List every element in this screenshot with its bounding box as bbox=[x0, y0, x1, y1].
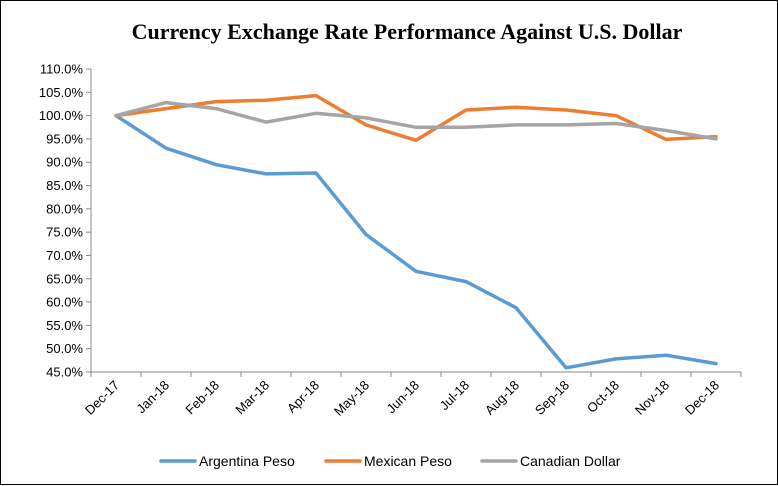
y-tick-label: 45.0% bbox=[46, 365, 83, 380]
series-line-canadian-dollar bbox=[114, 100, 718, 141]
y-tick-label: 100.0% bbox=[39, 108, 84, 123]
y-tick-label: 85.0% bbox=[46, 178, 83, 193]
series-line-mexican-peso bbox=[114, 93, 718, 143]
y-tick-label: 110.0% bbox=[40, 62, 84, 77]
x-tick-label: May-18 bbox=[331, 378, 372, 419]
x-tick-label: Aug-18 bbox=[482, 378, 522, 418]
x-tick-label: Nov-18 bbox=[632, 378, 672, 418]
y-tick-label: 65.0% bbox=[46, 271, 83, 286]
y-tick-label: 50.0% bbox=[46, 341, 83, 356]
y-tick-label: 90.0% bbox=[46, 155, 83, 170]
series-line-argentina-peso bbox=[114, 113, 718, 370]
x-tick-label: Jul-18 bbox=[436, 378, 472, 414]
y-tick-label: 55.0% bbox=[46, 318, 83, 333]
y-tick-label: 80.0% bbox=[46, 201, 83, 216]
x-tick-label: Apr-18 bbox=[284, 378, 322, 416]
legend-label-canadian-dollar: Canadian Dollar bbox=[520, 453, 621, 469]
x-tick-label: Dec-17 bbox=[82, 378, 122, 418]
y-tick-label: 95.0% bbox=[46, 131, 83, 146]
chart-title: Currency Exchange Rate Performance Again… bbox=[132, 19, 683, 44]
x-tick-label: Mar-18 bbox=[232, 378, 272, 418]
x-tick-label: Jun-18 bbox=[383, 378, 422, 417]
legend: Argentina Peso Mexican Peso Canadian Dolla… bbox=[159, 453, 621, 469]
legend-label-argentina-peso: Argentina Peso bbox=[199, 453, 295, 469]
y-tick-label: 105.0% bbox=[39, 85, 84, 100]
axes: 45.0% 50.0% 55.0% 60.0% 65.0% 70.0% 75.0% 80.0%… bbox=[39, 62, 742, 419]
legend-label-mexican-peso: Mexican Peso bbox=[364, 453, 452, 469]
series-lines bbox=[114, 93, 718, 370]
x-tick-label: Jan-18 bbox=[133, 378, 172, 417]
x-tick-label: Oct-18 bbox=[584, 378, 622, 416]
x-tick-label: Dec-18 bbox=[682, 378, 722, 418]
y-tick-label: 60.0% bbox=[46, 295, 83, 310]
x-tick-label: Feb-18 bbox=[182, 378, 222, 418]
y-tick-label: 75.0% bbox=[46, 225, 83, 240]
y-tick-label: 70.0% bbox=[46, 248, 83, 263]
x-tick-label: Sep-18 bbox=[532, 378, 572, 418]
